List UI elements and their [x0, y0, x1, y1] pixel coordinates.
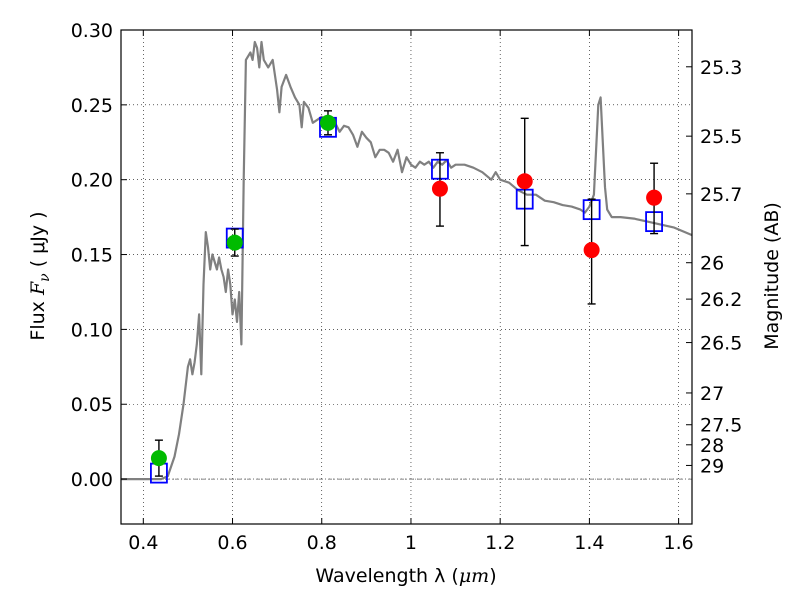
x-tick-label: 1.6: [664, 532, 694, 554]
y-tick-label: 0.10: [71, 319, 113, 341]
ir-data-point: [431, 180, 448, 197]
x-tick-label: 0.6: [217, 532, 247, 554]
ir-data-point: [516, 173, 533, 190]
ir-data-point: [583, 242, 600, 259]
ir-data-point: [646, 189, 663, 206]
y-tick-label: 0.20: [71, 170, 113, 192]
hst-data-point: [226, 234, 243, 251]
mag-tick-label: 28: [700, 435, 724, 457]
y-tick-label: 0.25: [71, 95, 113, 117]
x-axis-title-prefix: Wavelength λ (: [315, 565, 458, 587]
y-axis-title-unit: ( μJy ): [27, 211, 49, 273]
mag-tick-label: 25.5: [700, 126, 742, 148]
y2-axis-title: Magnitude (AB): [761, 202, 783, 350]
hst-data-point: [319, 114, 336, 131]
x-axis-title-unit: μm: [459, 565, 489, 587]
hst-data-point: [150, 450, 167, 467]
x-tick-label: 1.2: [485, 532, 515, 554]
y-axis-title-subscript: ν: [37, 273, 53, 282]
y-axis-title-prefix: Flux: [27, 295, 49, 341]
mag-tick-label: 26.5: [700, 333, 742, 355]
mag-tick-label: 27: [700, 383, 724, 405]
axis-ticks: [121, 29, 692, 524]
mag-tick-label: 26: [700, 253, 724, 275]
y-tick-label: 0.05: [71, 394, 113, 416]
plot-frame: [120, 29, 693, 525]
x-axis-title-suffix: ): [489, 565, 496, 587]
x-tick-label: 0.4: [128, 532, 158, 554]
x-tick-label: 1.4: [574, 532, 604, 554]
x-tick-label: 0.8: [307, 532, 337, 554]
grid-lines: [121, 29, 692, 524]
y-tick-label: 0.15: [71, 245, 113, 267]
y-axis-title-symbol: F: [27, 281, 49, 296]
mag-tick-label: 25.3: [700, 57, 742, 79]
mag-tick-label: 29: [700, 455, 724, 477]
plot-area: [121, 40, 693, 484]
x-tick-label: 1: [405, 532, 417, 554]
model-spectrum-line: [121, 40, 693, 481]
y-tick-label: 0.00: [71, 469, 113, 491]
mag-tick-label: 26.2: [700, 289, 742, 311]
mag-tick-label: 25.7: [700, 184, 742, 206]
mag-tick-label: 27.5: [700, 415, 742, 437]
y-tick-label: 0.30: [71, 20, 113, 42]
x-axis-title: Wavelength λ (μm): [315, 565, 496, 587]
y-axis-title: Flux Fν ( μJy ): [27, 211, 53, 340]
